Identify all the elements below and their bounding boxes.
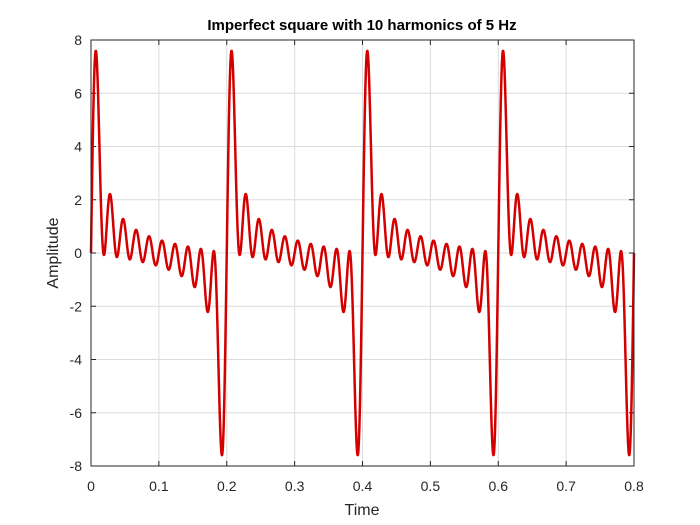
y-tick-labels: 8 6 4 2 0 -2 -4 -6 -8 [70, 32, 83, 474]
y-tick-label: -2 [70, 298, 83, 314]
x-tick-label: 0.7 [556, 478, 576, 494]
chart-title: Imperfect square with 10 harmonics of 5 … [207, 17, 516, 34]
y-tick-label: 6 [74, 85, 82, 101]
x-tick-label: 0.4 [353, 478, 373, 494]
y-axis-label: Amplitude [45, 217, 62, 288]
x-tick-label: 0.8 [624, 478, 644, 494]
y-tick-label: 8 [74, 32, 82, 48]
y-tick-label: 0 [74, 245, 82, 261]
series-layer [89, 49, 636, 457]
y-tick-label: -6 [70, 405, 83, 421]
x-tick-label: 0.3 [285, 478, 305, 494]
signal-line [89, 49, 636, 457]
x-tick-label: 0.5 [421, 478, 441, 494]
y-tick-label: 2 [74, 192, 82, 208]
x-tick-label: 0.6 [489, 478, 509, 494]
axes-box [90, 39, 635, 467]
x-axis-label: Time [345, 502, 380, 519]
x-tick-label: 0 [87, 478, 95, 494]
y-tick-label: -8 [70, 458, 83, 474]
x-tick-labels: 0 0.1 0.2 0.3 0.4 0.5 0.6 0.7 0.8 [87, 478, 644, 494]
y-tick-label: -4 [70, 352, 83, 368]
y-tick-label: 4 [74, 139, 82, 155]
x-tick-label: 0.2 [217, 478, 237, 494]
x-tick-label: 0.1 [149, 478, 169, 494]
